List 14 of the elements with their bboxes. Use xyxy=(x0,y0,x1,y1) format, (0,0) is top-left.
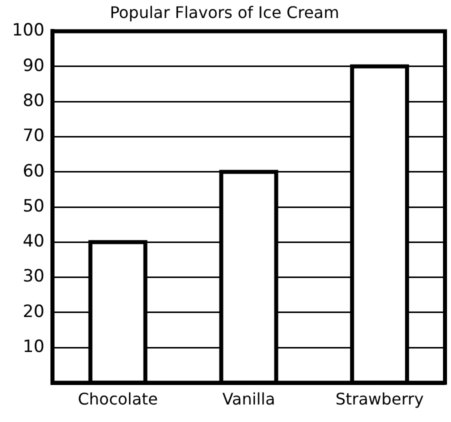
y-tick-label: 30 xyxy=(22,266,44,287)
chart-title: Popular Flavors of Ice Cream xyxy=(110,2,340,22)
y-tick-label: 60 xyxy=(22,161,44,182)
y-tick-label: 70 xyxy=(22,126,44,146)
y-tick-label: 50 xyxy=(22,196,44,216)
x-tick-label: Chocolate xyxy=(78,390,158,409)
y-tick-label: 80 xyxy=(22,90,44,111)
y-tick-label: 10 xyxy=(22,337,44,358)
x-tick-label: Strawberry xyxy=(335,390,424,409)
y-tick-label: 20 xyxy=(22,302,44,322)
y-tick-label: 90 xyxy=(22,56,44,76)
x-tick-label: Vanilla xyxy=(222,390,276,409)
y-tick-label: 100 xyxy=(12,20,44,41)
y-tick-label: 40 xyxy=(22,232,44,252)
